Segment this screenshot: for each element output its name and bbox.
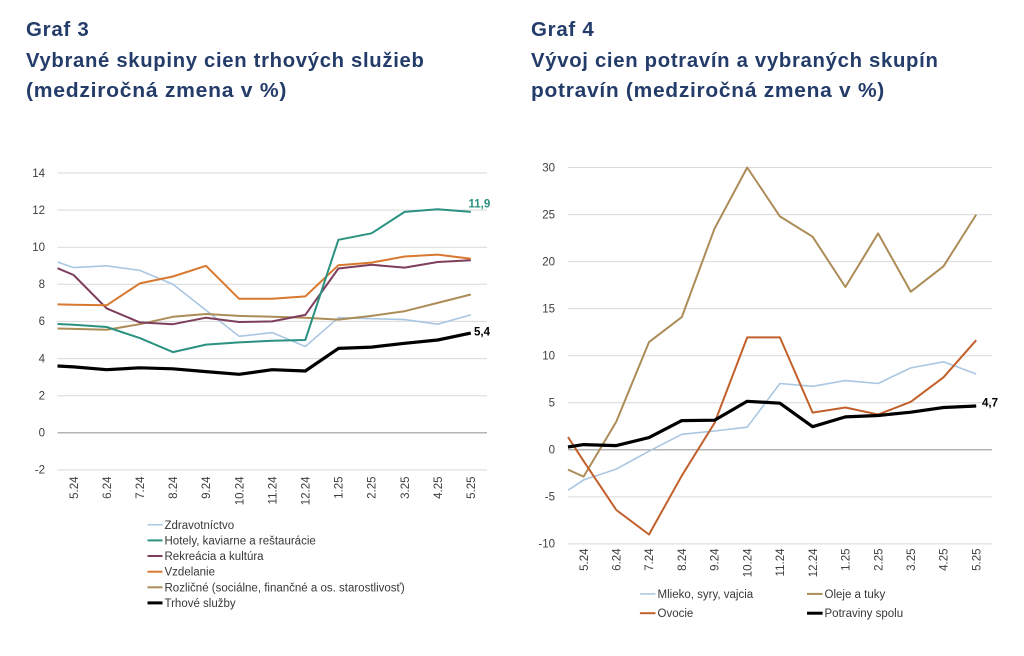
svg-text:11,9: 11,9 [469,199,491,211]
svg-text:5.25: 5.25 [971,549,983,571]
svg-text:0: 0 [549,445,555,457]
svg-text:8.24: 8.24 [168,476,180,499]
svg-text:Zdravotníctvo: Zdravotníctvo [165,520,235,532]
svg-text:0: 0 [39,428,45,440]
svg-text:2: 2 [39,391,45,403]
svg-text:15: 15 [542,303,555,315]
svg-text:3.25: 3.25 [906,549,918,571]
svg-text:10: 10 [32,242,45,254]
svg-text:5.24: 5.24 [579,548,591,571]
svg-text:4,7: 4,7 [982,398,998,410]
svg-text:Vzdelanie: Vzdelanie [165,567,216,579]
svg-text:Rekreácia a kultúra: Rekreácia a kultúra [165,551,265,563]
svg-text:-10: -10 [538,539,555,551]
svg-text:9.24: 9.24 [201,476,213,499]
svg-text:7.24: 7.24 [644,548,656,571]
svg-text:20: 20 [542,256,555,268]
svg-text:12.24: 12.24 [301,476,313,505]
svg-text:5.24: 5.24 [69,476,81,499]
svg-text:1.25: 1.25 [841,549,853,571]
svg-text:5: 5 [549,398,555,410]
svg-text:10.24: 10.24 [742,548,754,577]
svg-text:Trhové služby: Trhové služby [165,598,236,610]
svg-text:10.24: 10.24 [234,476,246,505]
svg-text:2.25: 2.25 [873,549,885,571]
svg-text:30: 30 [542,162,555,174]
svg-text:Ovocie: Ovocie [658,608,694,620]
svg-text:1.25: 1.25 [334,477,346,499]
svg-text:10: 10 [542,351,555,363]
svg-text:6: 6 [39,316,45,328]
svg-text:12: 12 [32,205,45,217]
svg-text:11.24: 11.24 [775,548,787,577]
svg-text:4.25: 4.25 [939,549,951,571]
svg-text:2.25: 2.25 [367,477,379,499]
svg-text:14: 14 [32,168,45,180]
svg-text:7.24: 7.24 [135,476,147,499]
svg-text:12.24: 12.24 [808,548,820,577]
svg-text:3.25: 3.25 [400,477,412,499]
svg-text:8: 8 [39,279,45,291]
svg-text:6.24: 6.24 [102,476,114,499]
svg-text:25: 25 [542,209,555,221]
svg-text:Oleje a tuky: Oleje a tuky [825,589,886,601]
svg-text:Hotely, kaviarne a reštaurácie: Hotely, kaviarne a reštaurácie [165,535,316,547]
svg-text:4.25: 4.25 [433,477,445,499]
svg-text:-5: -5 [545,492,555,504]
svg-text:5.25: 5.25 [466,477,478,499]
svg-text:Rozličné (sociálne, finančné a: Rozličné (sociálne, finančné a os. staro… [165,582,405,594]
svg-text:-2: -2 [35,465,45,477]
svg-text:8.24: 8.24 [677,548,689,571]
svg-text:5,4: 5,4 [474,327,491,339]
svg-text:Mlieko, syry, vajcia: Mlieko, syry, vajcia [658,589,754,601]
svg-text:Potraviny spolu: Potraviny spolu [825,608,904,620]
svg-text:11.24: 11.24 [267,476,279,505]
svg-text:6.24: 6.24 [612,548,624,571]
svg-text:4: 4 [39,353,46,365]
svg-text:9.24: 9.24 [710,548,722,571]
